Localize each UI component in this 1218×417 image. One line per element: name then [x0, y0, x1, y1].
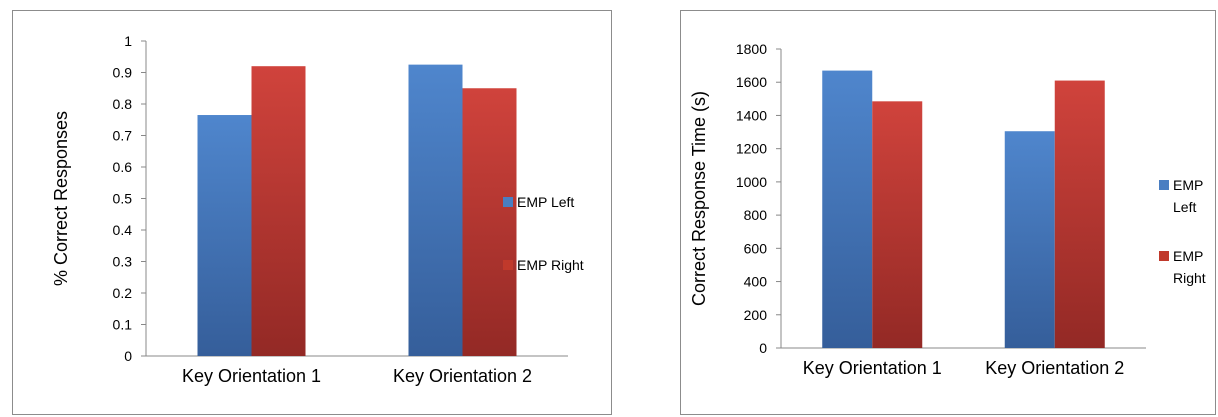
- y-tick-label: 0.7: [113, 128, 133, 144]
- legend-label: Right: [1173, 270, 1206, 286]
- bar-emp-right: [872, 101, 923, 348]
- legend-label: Left: [1173, 199, 1196, 215]
- y-tick-label: 1400: [736, 107, 767, 123]
- y-tick-label: 1800: [736, 41, 767, 57]
- y-tick-label: 400: [744, 274, 768, 290]
- y-tick-label: 0.2: [113, 285, 133, 301]
- chart-response-time-svg: 0 200 400 600 800 1000 1200 1400 1600 1800 Correct…: [689, 41, 1206, 378]
- x-category-label: Key Orientation 2: [393, 366, 532, 386]
- y-tick-label: 0.5: [113, 191, 133, 207]
- bar-emp-right: [251, 66, 306, 356]
- x-category-label: Key Orientation 2: [985, 358, 1124, 378]
- y-tick-label: 0.6: [113, 159, 133, 175]
- bar-emp-left: [822, 70, 873, 348]
- legend-label: EMP Left: [517, 194, 574, 210]
- x-category-label: Key Orientation 1: [182, 366, 321, 386]
- chart-correct-responses: 0 0.1 0.2 0.3 0.4 0.5 0.6 0.7 0.8 0.9 1 % Correct R…: [12, 10, 612, 415]
- y-tick-label: 0.4: [113, 222, 133, 238]
- y-tick-label: 1: [124, 33, 132, 49]
- chart-response-time: 0 200 400 600 800 1000 1200 1400 1600 1800 Correct…: [680, 10, 1216, 415]
- legend-swatch: [1159, 180, 1169, 190]
- bar-emp-left: [197, 115, 252, 357]
- y-axis-title: % Correct Responses: [51, 111, 71, 286]
- y-tick-label: 0.1: [113, 317, 133, 333]
- bar-emp-left: [408, 64, 463, 356]
- y-tick-label: 1600: [736, 74, 767, 90]
- y-tick-label: 0.8: [113, 96, 133, 112]
- legend-swatch: [1159, 251, 1169, 261]
- y-tick-label: 800: [744, 207, 768, 223]
- y-tick-label: 0: [759, 340, 767, 356]
- bar-emp-left: [1004, 131, 1055, 348]
- y-tick-label: 200: [744, 307, 768, 323]
- y-tick-label: 1000: [736, 174, 767, 190]
- y-axis-title: Correct Response Time (s): [689, 91, 709, 306]
- legend-label: EMP Right: [517, 257, 584, 273]
- legend-label: EMP: [1173, 177, 1203, 193]
- y-tick-label: 600: [744, 240, 768, 256]
- x-category-label: Key Orientation 1: [803, 358, 942, 378]
- y-tick-label: 0.3: [113, 254, 133, 270]
- chart-correct-responses-svg: 0 0.1 0.2 0.3 0.4 0.5 0.6 0.7 0.8 0.9 1 % Correct R…: [51, 33, 584, 386]
- legend-swatch: [503, 260, 513, 270]
- legend-swatch: [503, 197, 513, 207]
- bar-emp-right: [1054, 80, 1105, 349]
- legend-label: EMP: [1173, 248, 1203, 264]
- y-tick-label: 1200: [736, 141, 767, 157]
- y-tick-label: 0.9: [113, 65, 133, 81]
- y-tick-label: 0: [124, 348, 132, 364]
- bar-emp-right: [462, 88, 517, 356]
